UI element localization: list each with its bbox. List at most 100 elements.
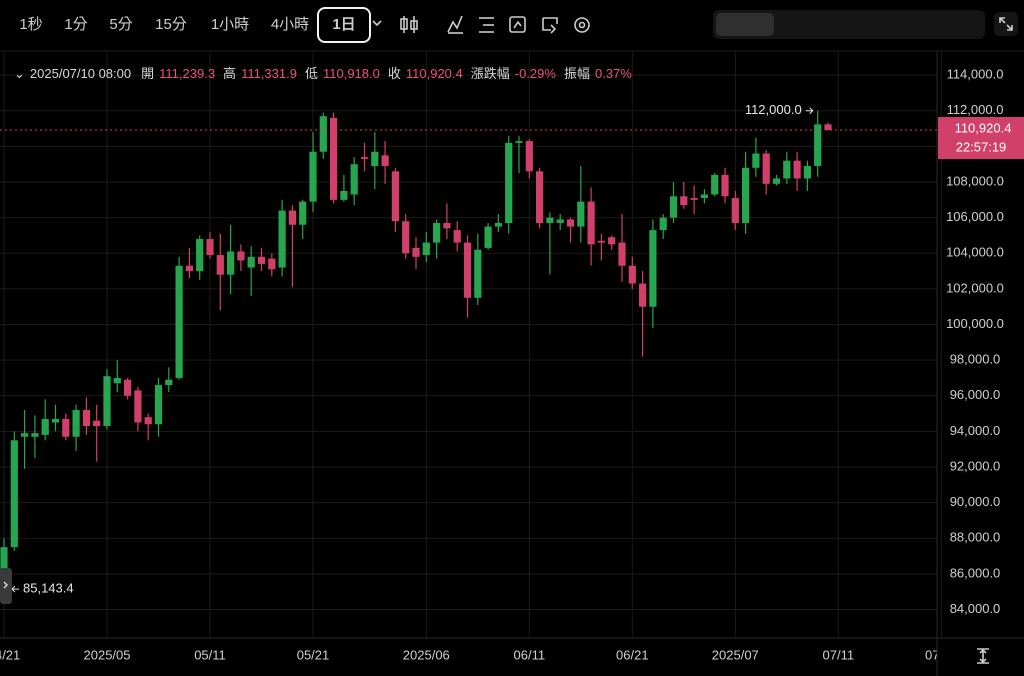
x-tick-label: 04/21 — [0, 647, 20, 662]
x-tick-label: 05/11 — [194, 647, 226, 662]
candle-body — [0, 547, 8, 574]
x-tick-label: 05/21 — [297, 647, 330, 662]
replay-icon[interactable] — [542, 17, 558, 34]
candle-icon[interactable] — [400, 16, 418, 33]
drawing-icon[interactable] — [509, 16, 526, 33]
candle-body — [608, 237, 616, 245]
candle-body — [484, 226, 492, 248]
scale-icon[interactable] — [977, 648, 989, 664]
candle-body — [742, 167, 750, 223]
candle-body — [278, 210, 286, 268]
candle-body — [10, 440, 18, 548]
candle-body — [793, 160, 801, 179]
candle-body — [556, 219, 564, 223]
candle-body — [72, 410, 80, 437]
candle-body — [711, 174, 719, 195]
header-field-label: 高 — [223, 66, 237, 81]
x-tick-label: 06/21 — [616, 647, 649, 662]
candle-body — [31, 433, 39, 437]
interval-button[interactable]: 1日 — [332, 16, 355, 33]
candle-body — [505, 142, 513, 223]
candle-body — [206, 239, 214, 256]
x-tick-label: 07/21 — [925, 647, 958, 662]
y-tick-label: 100,000.0 — [946, 316, 1004, 331]
active-interval-frame — [317, 7, 371, 43]
gear-icon[interactable] — [574, 17, 590, 33]
y-tick-label: 96,000.0 — [950, 387, 1001, 402]
y-tick-label: 112,000.0 — [947, 102, 1004, 117]
candle-body — [21, 433, 29, 437]
candle-body — [422, 242, 430, 256]
candle-body — [752, 153, 760, 168]
candle-body — [113, 377, 121, 384]
header-field-label: 低 — [304, 66, 318, 81]
candle-body — [175, 265, 183, 378]
candle-body — [546, 217, 554, 223]
collapse-tab[interactable] — [0, 568, 12, 604]
header-field-label: 收 — [387, 66, 401, 81]
candle-body — [330, 117, 338, 200]
header-field-value: 111,331.9 — [241, 66, 297, 81]
indicator-icon[interactable] — [447, 15, 463, 34]
interval-dropdown[interactable] — [372, 20, 382, 27]
candle-body — [299, 201, 307, 225]
candle-body — [309, 151, 317, 202]
candle-body — [597, 240, 605, 243]
interval-button[interactable]: 15分 — [155, 16, 187, 33]
candle-body — [639, 283, 647, 307]
header-field-label: 振幅 — [563, 66, 590, 81]
y-tick-label: 114,000.0 — [947, 67, 1004, 82]
fullscreen-icon[interactable] — [994, 12, 1018, 36]
y-tick-label: 104,000.0 — [946, 245, 1004, 260]
candles — [0, 110, 832, 590]
candle-body — [824, 124, 832, 131]
y-tick-label: 102,000.0 — [946, 280, 1004, 295]
interval-button[interactable]: 5分 — [109, 16, 132, 33]
candle-body — [577, 201, 585, 227]
last-price-box — [938, 117, 1024, 160]
candle-body — [566, 219, 575, 227]
y-tick-label: 84,000.0 — [950, 601, 1001, 616]
candle-body — [93, 420, 101, 427]
settings-list-icon[interactable] — [479, 17, 494, 33]
x-tick-label: 2025/05 — [84, 647, 131, 662]
candle-body — [814, 124, 822, 166]
candle-body — [134, 390, 142, 423]
candle-body — [587, 201, 595, 245]
candle-body — [227, 251, 235, 275]
view-tabs — [713, 10, 985, 39]
candle-body — [165, 379, 173, 386]
candle-body — [340, 190, 348, 200]
countdown-label: 22:57:19 — [956, 139, 1007, 154]
candle-body — [690, 198, 698, 200]
candle-body — [772, 178, 781, 184]
y-tick-label: 92,000.0 — [950, 458, 1001, 473]
candle-body — [680, 196, 688, 206]
candle-body — [216, 255, 224, 275]
candle-body — [494, 222, 502, 227]
candle-body — [412, 247, 420, 257]
candle-body — [350, 164, 358, 195]
collapse-caret[interactable]: ⌄ — [14, 66, 25, 81]
interval-button[interactable]: 1秒 — [19, 16, 42, 33]
high-marker-label: 112,000.0 — [745, 102, 802, 117]
candle-body — [41, 418, 49, 435]
candle-body — [391, 171, 399, 222]
ohlc-header: ⌄ 2025/07/10 08:00 開 111,239.3 高 111,331.9 低 11… — [14, 63, 640, 82]
last-price-label: 110,920.4 — [955, 120, 1012, 135]
x-tick-label: 06/11 — [514, 647, 546, 662]
overlay: 110,920.4 22:57:19 112,000.0 85,143.4 — [0, 102, 1024, 596]
interval-button[interactable]: 1小時 — [211, 16, 249, 33]
candle-body — [443, 222, 451, 229]
candle-body — [474, 249, 482, 298]
interval-button[interactable]: 4小時 — [271, 16, 309, 33]
candle-body — [82, 410, 90, 427]
interval-button[interactable]: 1分 — [64, 16, 87, 33]
y-tick-label: 108,000.0 — [946, 173, 1004, 188]
candle-body — [124, 379, 132, 396]
header-field-value: 110,920.4 — [405, 66, 463, 81]
